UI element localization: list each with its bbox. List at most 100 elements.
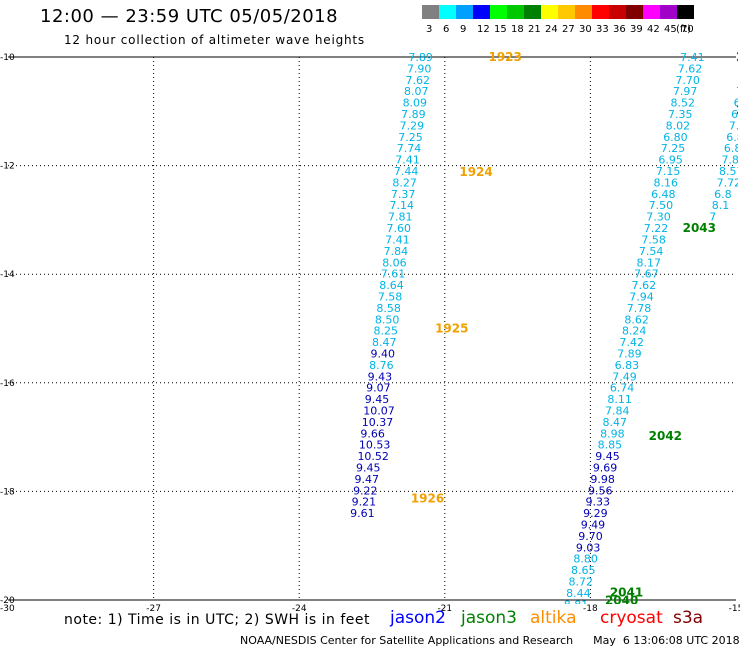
legend-label-1: 6 (443, 24, 450, 35)
y-tick-label-3: -16 (0, 379, 15, 389)
time-label: 1924 (459, 165, 492, 179)
swh-value-label: 10.37 (362, 416, 394, 429)
swh-value-label: 7.41 (385, 233, 410, 246)
legend-label-2: 9 (460, 24, 467, 35)
y-tick-label-5: -20 (0, 596, 15, 606)
swh-value-label: 8.58 (376, 302, 401, 315)
time-label: 1926 (411, 491, 444, 505)
swh-value-label: 9.45 (595, 450, 620, 463)
swh-value-label: 7.49 (612, 370, 637, 383)
swh-value-label: 8.62 (624, 313, 649, 326)
footer-credit: NOAA/NESDIS Center for Satellite Applica… (240, 634, 574, 647)
swh-value-label: 6.48 (651, 188, 676, 201)
y-tick-label-2: -14 (0, 270, 15, 280)
swh-value-label: 6.74 (610, 382, 635, 395)
swh-value-label: 9.47 (355, 473, 380, 486)
swh-value-label: 8.07 (404, 85, 429, 98)
swh-value-label: 8.1 (712, 199, 730, 212)
swh-value-label: 6.83 (615, 359, 640, 372)
swh-value-label: 9.40 (371, 347, 396, 360)
swh-value-label: 7.65 (729, 119, 740, 132)
time-label: 2040 (605, 594, 638, 608)
swh-value-label: 7.89 (408, 51, 433, 64)
satellite-altika: altika (530, 608, 577, 628)
swh-value-label: 7.22 (644, 222, 669, 235)
swh-value-label: 7.58 (378, 290, 403, 303)
time-label: 20 (736, 103, 740, 117)
swh-value-label: 8.47 (603, 416, 628, 429)
swh-value-label: 8.11 (607, 393, 632, 406)
swh-value-label: 7.61 (381, 268, 406, 281)
legend-swatch-1 (439, 5, 456, 19)
legend-label-6: 21 (528, 24, 541, 35)
satellite-s3a: s3a (673, 608, 704, 628)
legend-label-15: 70 (681, 24, 694, 35)
swh-value-label: 9.70 (578, 530, 603, 543)
swh-value-label: 8.02 (666, 119, 691, 132)
swh-value-label: 9.98 (590, 473, 615, 486)
legend-label-11: 36 (613, 24, 626, 35)
swh-value-label: 9.61 (350, 507, 375, 520)
swh-value-label: 9.56 (588, 484, 613, 497)
legend-label-8: 27 (562, 24, 575, 35)
swh-value-label: 10.52 (357, 450, 389, 463)
swh-value-label: 7.89 (401, 108, 426, 121)
swh-value-label: 8.24 (622, 325, 647, 338)
swh-value-label: 8.65 (571, 564, 596, 577)
swh-value-label: 6.87 (724, 142, 740, 155)
swh-value-label: 9.66 (360, 427, 385, 440)
note-text: note: 1) Time is in UTC; 2) SWH is in fe… (64, 612, 371, 628)
swh-value-label: 6.8 (714, 188, 732, 201)
swh-value-label: 7.62 (405, 74, 430, 87)
swh-value-label: 8.52 (670, 97, 695, 110)
legend-label-14: 45 (664, 24, 677, 35)
swh-value-label: 7.14 (389, 199, 414, 212)
swh-value-label: 9.29 (583, 507, 608, 520)
legend-swatch-11 (609, 5, 626, 19)
swh-value-label: 9.43 (368, 370, 393, 383)
satellite-jason3: jason3 (461, 608, 517, 628)
y-tick-label-1: -12 (0, 162, 15, 172)
legend-swatch-8 (558, 5, 575, 19)
swh-value-label: 7.62 (632, 279, 657, 292)
swh-value-label: 8.57 (719, 165, 740, 178)
legend-swatch-3 (473, 5, 490, 19)
swh-value-label: 8.44 (566, 587, 591, 600)
swh-value-label: 8.98 (600, 427, 625, 440)
legend-label-12: 39 (630, 24, 643, 35)
swh-value-label: 7.70 (675, 74, 700, 87)
legend-swatch-2 (456, 5, 473, 19)
time-label: 2042 (649, 429, 682, 443)
swh-value-label: 7.81 (388, 211, 413, 224)
legend-label-13: 42 (647, 24, 660, 35)
swh-value-label: 8.85 (598, 439, 623, 452)
legend-swatch-5 (507, 5, 524, 19)
swh-value-label: 7.67 (634, 268, 659, 281)
swh-value-label: 9.49 (581, 519, 606, 532)
legend-swatch-13 (643, 5, 660, 19)
x-tick-label-3: -18 (583, 604, 598, 614)
x-tick-label-2: -21 (437, 604, 452, 614)
legend-swatch-10 (592, 5, 609, 19)
legend-label-7: 24 (545, 24, 558, 35)
swh-value-label: 8.47 (372, 336, 397, 349)
swh-value-label: 7.54 (639, 245, 664, 258)
swh-value-label: 7.35 (668, 108, 693, 121)
swh-value-label: 7.50 (649, 199, 674, 212)
swh-value-label: 6.82 (731, 108, 740, 121)
swh-value-label: 9.69 (593, 462, 618, 475)
satellite-cryosat: cryosat (600, 608, 663, 628)
swh-value-label: 9.21 (352, 496, 377, 509)
x-tick-label-0: -27 (146, 604, 161, 614)
swh-value-label: 10.07 (363, 404, 395, 417)
swh-value-label: 7.72 (717, 176, 740, 189)
legend-swatch-14 (660, 5, 677, 19)
legend-swatch-6 (524, 5, 541, 19)
swh-value-label: 8.27 (392, 176, 417, 189)
x-tick-label-1: -24 (292, 604, 307, 614)
legend-label-0: 3 (426, 24, 433, 35)
legend-label-3: 12 (477, 24, 490, 35)
legend-swatch-9 (575, 5, 592, 19)
time-label: 2041 (610, 585, 643, 599)
swh-value-label: 7.80 (721, 154, 740, 167)
